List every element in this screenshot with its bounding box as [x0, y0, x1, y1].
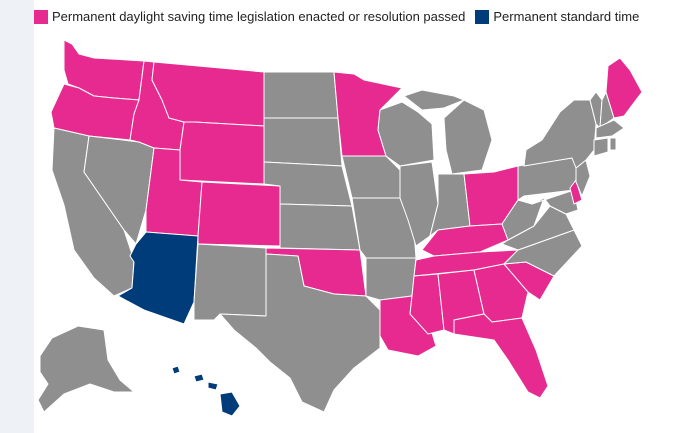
state-AK	[37, 325, 135, 413]
legend: Permanent daylight saving time legislati…	[34, 9, 639, 24]
state-HI-2	[193, 373, 205, 383]
legend-label-standard: Permanent standard time	[493, 9, 640, 24]
state-CO	[197, 181, 281, 247]
state-WI	[377, 101, 435, 167]
state-MI-upper	[403, 89, 465, 111]
legend-item-dst: Permanent daylight saving time legislati…	[34, 9, 465, 24]
state-HI-1	[171, 365, 181, 375]
state-HI-3	[207, 381, 219, 391]
state-IL	[399, 161, 439, 247]
state-KS	[279, 203, 361, 251]
state-MI	[443, 99, 493, 175]
state-IA	[341, 155, 401, 199]
legend-label-dst: Permanent daylight saving time legislati…	[52, 9, 466, 24]
us-map	[37, 39, 643, 417]
state-RI	[609, 137, 617, 151]
state-NM	[193, 243, 267, 321]
state-CT	[593, 137, 609, 157]
state-NY	[523, 99, 597, 169]
legend-item-standard: Permanent standard time	[475, 9, 639, 24]
state-ME	[605, 57, 643, 119]
legend-swatch-standard	[475, 9, 490, 24]
legend-swatch-dst	[34, 9, 48, 24]
state-FL	[453, 313, 549, 399]
state-WY	[179, 121, 265, 185]
state-SD	[263, 117, 343, 167]
state-DE	[569, 179, 583, 205]
state-TX	[219, 253, 381, 413]
map-card: Permanent daylight saving time legislati…	[34, 0, 687, 433]
state-HI-4	[219, 391, 241, 417]
state-VA	[501, 205, 575, 251]
state-ND	[263, 71, 339, 119]
state-AR	[365, 257, 417, 301]
state-MT	[151, 61, 265, 127]
state-MA	[595, 119, 625, 139]
